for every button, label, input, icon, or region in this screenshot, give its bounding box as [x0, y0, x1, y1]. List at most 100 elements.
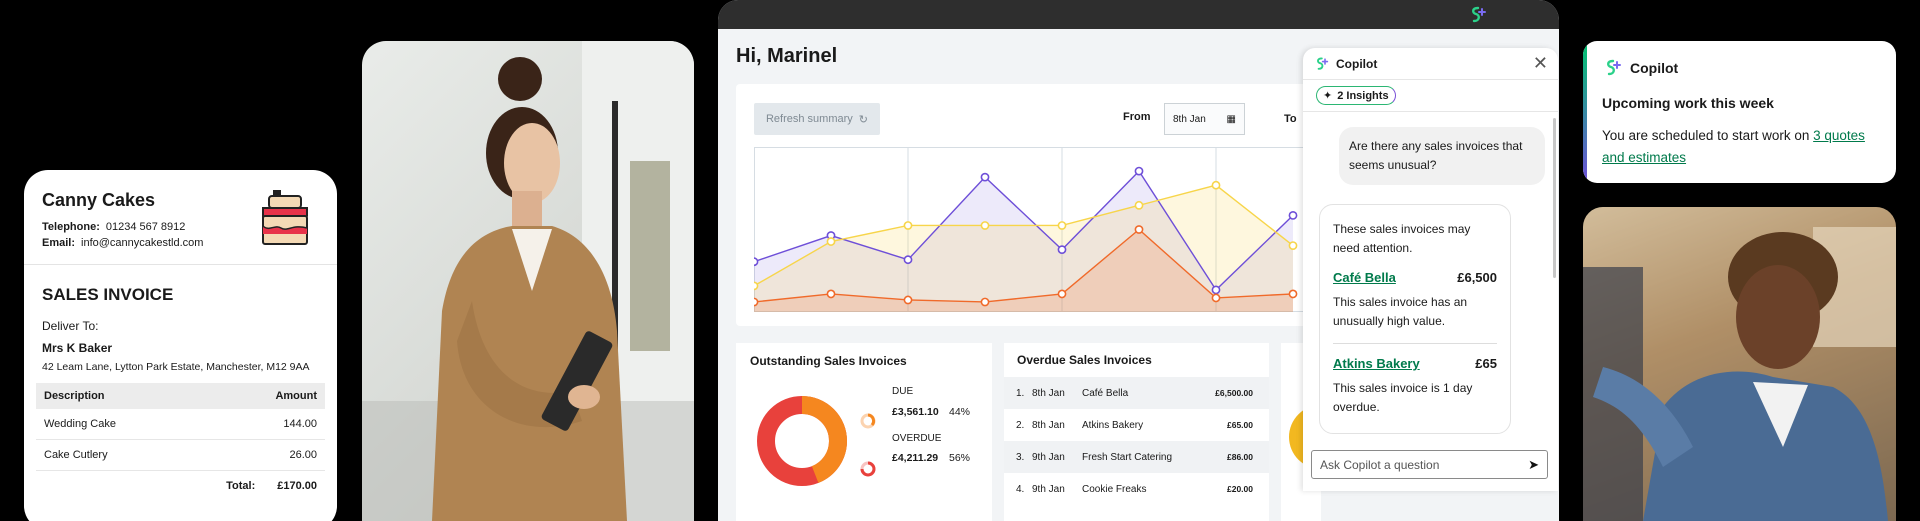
sparkle-icon: ✦	[1323, 90, 1333, 102]
copilot-scrollbar[interactable]	[1553, 118, 1556, 278]
overdue-indicator-icon	[860, 461, 876, 477]
chart-point-yellow[interactable]	[754, 281, 759, 291]
total-label: Total:	[226, 480, 256, 492]
row-amount: £65.00	[1227, 420, 1253, 430]
donut-due-segment	[757, 396, 847, 486]
outstanding-title: Outstanding Sales Invoices	[750, 354, 907, 368]
row-customer: Fresh Start Catering	[1082, 451, 1173, 463]
insight-note: This sales invoice is 1 day overdue.	[1333, 381, 1473, 414]
refresh-summary-button[interactable]: Refresh summary ↻	[754, 103, 880, 135]
from-label: From	[1123, 111, 1151, 123]
chart-line-yellow	[754, 184, 1294, 287]
insight-customer-link[interactable]: Café Bella	[1333, 270, 1396, 285]
copilot-input-placeholder: Ask Copilot a question	[1320, 457, 1440, 472]
insight-customer-link[interactable]: Atkins Bakery	[1333, 356, 1420, 371]
copilot-panel: Copilot ✕ ✦ 2 Insights Are there any sal…	[1303, 48, 1558, 491]
invoice-total: Total: £170.00	[36, 471, 325, 501]
notification-header: Copilot	[1602, 58, 1678, 78]
invoice-table: Description Amount Wedding Cake 144.00 C…	[36, 383, 325, 471]
user-question-bubble: Are there any sales invoices that seems …	[1339, 127, 1545, 185]
deliver-to-label: Deliver To:	[42, 319, 99, 333]
chart-point-orange[interactable]	[1211, 293, 1221, 303]
chart-point-yellow[interactable]	[1134, 200, 1144, 210]
send-icon[interactable]: ➤	[1528, 456, 1539, 472]
invoice-body: SALES INVOICE Deliver To: Mrs K Baker 42…	[24, 265, 337, 501]
chart-point-orange[interactable]	[980, 297, 990, 307]
row-number: 4.	[1016, 483, 1025, 495]
chart-point-yellow[interactable]	[1211, 180, 1221, 190]
chart-point-yellow[interactable]	[1057, 221, 1067, 230]
woman-illustration	[362, 41, 694, 521]
table-row: Wedding Cake 144.00	[36, 409, 325, 440]
insight-row: Atkins Bakery £65	[1333, 354, 1497, 373]
chart-point-purple[interactable]	[903, 255, 913, 265]
quotes-estimates-link[interactable]: 3 quotes and estimates	[1602, 128, 1865, 165]
from-date-picker[interactable]: 8th Jan ▦	[1164, 103, 1245, 135]
copilot-answer-card: These sales invoices may need attention.…	[1319, 204, 1511, 434]
copilot-logo-icon	[1472, 6, 1486, 23]
chart-point-orange[interactable]	[826, 289, 836, 299]
copilot-title: Copilot	[1336, 56, 1378, 71]
chart-point-purple[interactable]	[1057, 245, 1067, 255]
chart-point-orange[interactable]	[1288, 289, 1298, 299]
chart-point-purple[interactable]	[1134, 166, 1144, 176]
table-row: Cake Cutlery 26.00	[36, 439, 325, 471]
customer-name: Mrs K Baker	[42, 341, 113, 355]
copilot-logo-icon	[1607, 59, 1621, 76]
dashboard-top-bar	[718, 0, 1559, 29]
refresh-icon: ↻	[858, 113, 868, 126]
overdue-percent: 56%	[949, 452, 971, 464]
row-customer: Café Bella	[1082, 387, 1129, 399]
row-number: 1.	[1016, 387, 1025, 399]
table-row[interactable]: 4. 9th Jan Cookie Freaks £20.00	[1004, 473, 1269, 505]
overdue-label: OVERDUE	[892, 433, 942, 444]
customer-address: 42 Leam Lane, Lytton Park Estate, Manche…	[42, 361, 310, 373]
chart-point-purple[interactable]	[1288, 211, 1298, 220]
due-indicator-icon	[860, 413, 876, 429]
accent-bar	[1583, 41, 1587, 183]
chart-point-orange[interactable]	[903, 295, 913, 305]
table-row[interactable]: 1. 8th Jan Café Bella £6,500.00	[1004, 377, 1269, 409]
insight-amount: £6,500	[1457, 270, 1497, 285]
sales-invoice-card: Canny Cakes Telephone: 01234 567 8912 Ema…	[24, 170, 337, 521]
close-icon[interactable]: ✕	[1532, 53, 1548, 73]
to-label: To	[1284, 113, 1297, 125]
chart-point-purple[interactable]	[980, 172, 990, 182]
copilot-question-input[interactable]: Ask Copilot a question ➤	[1311, 450, 1548, 479]
row-number: 2.	[1016, 419, 1025, 431]
photo-woman-with-tablet	[362, 41, 694, 521]
chart-point-yellow[interactable]	[980, 221, 990, 230]
invoice-header: Canny Cakes Telephone: 01234 567 8912 Ema…	[24, 170, 337, 265]
insights-bar: ✦ 2 Insights	[1303, 80, 1558, 112]
chart-point-yellow[interactable]	[1288, 241, 1298, 250]
chart-point-yellow[interactable]	[826, 237, 836, 246]
row-date: 9th Jan	[1032, 451, 1065, 463]
email-value: info@cannycakestld.com	[81, 237, 204, 249]
notification-text: You are scheduled to start work on 3 quo…	[1602, 125, 1882, 169]
total-value: £170.00	[277, 480, 317, 492]
row-date: 8th Jan	[1032, 419, 1065, 431]
row-amount: £20.00	[1227, 484, 1253, 494]
outstanding-panel	[736, 343, 992, 521]
chart-area-purple	[754, 171, 1293, 312]
row-number: 3.	[1016, 451, 1025, 463]
chart-point-orange[interactable]	[1057, 289, 1067, 299]
table-row[interactable]: 2. 8th Jan Atkins Bakery £65.00	[1004, 409, 1269, 441]
chart-point-yellow[interactable]	[903, 221, 913, 230]
insights-chip-label: 2 Insights	[1337, 89, 1389, 102]
row-description: Cake Cutlery	[36, 439, 211, 471]
chart-point-purple[interactable]	[1211, 285, 1221, 295]
divider	[1333, 343, 1497, 344]
chart-point-orange[interactable]	[754, 297, 759, 307]
row-date: 9th Jan	[1032, 483, 1065, 495]
table-row[interactable]: 3. 9th Jan Fresh Start Catering £86.00	[1004, 441, 1269, 473]
chart-point-purple[interactable]	[754, 257, 759, 267]
notification-title: Copilot	[1630, 60, 1679, 76]
insight-row: Café Bella £6,500	[1333, 268, 1497, 287]
insights-chip[interactable]: ✦ 2 Insights	[1316, 86, 1396, 105]
chart-line-orange	[754, 228, 1294, 303]
copilot-header: Copilot ✕	[1303, 48, 1558, 80]
photo-man-smiling	[1583, 207, 1896, 521]
chart-point-orange[interactable]	[1134, 225, 1144, 234]
